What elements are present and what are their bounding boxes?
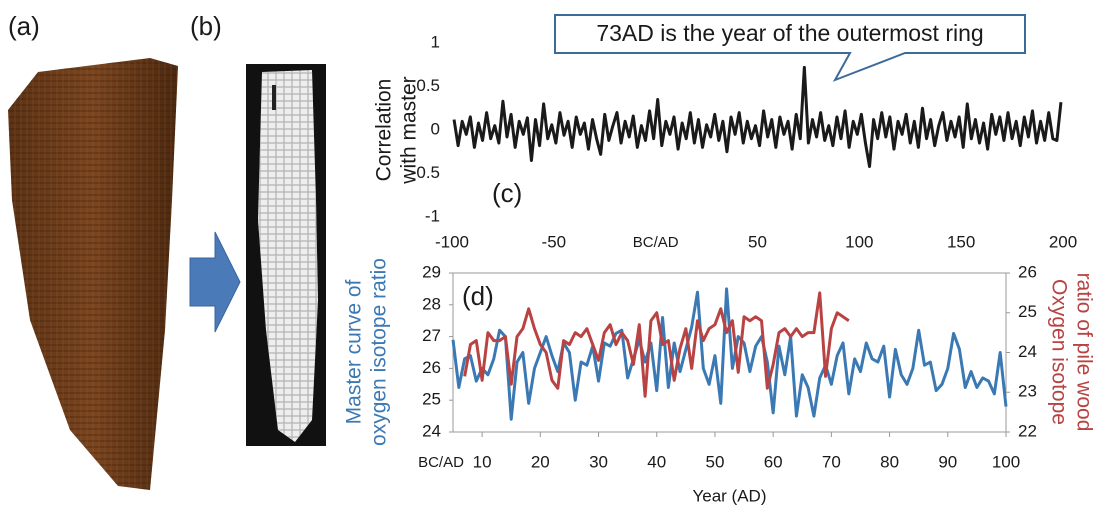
x-tick-label: 200 xyxy=(1049,232,1077,251)
arrow xyxy=(189,231,241,333)
panel-label: (d) xyxy=(462,281,494,311)
y-tick-label: 27 xyxy=(422,326,441,345)
y-tick-label: 1 xyxy=(431,32,440,51)
axis-title: Master curve of xyxy=(343,279,366,424)
xray-photo xyxy=(246,64,326,446)
axis-title: Correlation xyxy=(373,79,396,182)
axis-title: ratio of pile wood xyxy=(1072,273,1095,432)
callout: 73AD is the year of the outermost ring xyxy=(554,14,1026,82)
x-tick-label: 20 xyxy=(531,452,550,471)
y-tick-label: -1 xyxy=(425,206,440,225)
x-tick-label: 90 xyxy=(938,452,957,471)
axis-title: oxygen isotope ratio xyxy=(368,258,391,446)
data-line xyxy=(451,287,1008,421)
x-tick-label: 50 xyxy=(705,452,724,471)
y2-tick-label: 22 xyxy=(1018,421,1037,440)
x-tick-label: 70 xyxy=(822,452,841,471)
axis-title: Oxygen isotope xyxy=(1047,279,1070,425)
y-tick-label: 26 xyxy=(422,358,441,377)
y-tick-label: 29 xyxy=(422,262,441,281)
data-line xyxy=(463,291,850,398)
x-tick-label: 80 xyxy=(880,452,899,471)
x-tick-label: 150 xyxy=(947,232,975,251)
y2-tick-label: 24 xyxy=(1018,342,1037,361)
x-tick-label: 100 xyxy=(845,232,873,251)
panel-label: (c) xyxy=(492,178,522,208)
x-tick-label: 60 xyxy=(764,452,783,471)
y-tick-label: 24 xyxy=(422,421,441,440)
panel-label: (a) xyxy=(8,11,40,41)
data-line xyxy=(452,65,1063,169)
x-origin-label: BC/AD xyxy=(418,454,464,471)
y2-tick-label: 23 xyxy=(1018,382,1037,401)
y-tick-label: 25 xyxy=(422,390,441,409)
wood-photo xyxy=(8,58,178,490)
x-tick-label: 10 xyxy=(473,452,492,471)
x-tick-label: 50 xyxy=(748,232,767,251)
axis-title: with master xyxy=(398,76,421,184)
x-tick-label: 40 xyxy=(647,452,666,471)
y-tick-label: -0.5 xyxy=(411,163,440,182)
y-tick-label: 0 xyxy=(431,119,440,138)
x-axis-title: Year (AD) xyxy=(692,486,766,505)
panel-label: (b) xyxy=(190,11,222,41)
x-tick-label: BC/AD xyxy=(633,234,679,251)
x-tick-label: -100 xyxy=(435,232,469,251)
x-tick-label: -50 xyxy=(542,232,567,251)
y-tick-label: 0.5 xyxy=(416,76,440,95)
x-tick-label: 100 xyxy=(992,452,1020,471)
annotation: 73AD is the year of the outermost ring xyxy=(596,20,983,46)
x-tick-label: 30 xyxy=(589,452,608,471)
y2-tick-label: 25 xyxy=(1018,302,1037,321)
y-tick-label: 28 xyxy=(422,294,441,313)
y2-tick-label: 26 xyxy=(1018,262,1037,281)
